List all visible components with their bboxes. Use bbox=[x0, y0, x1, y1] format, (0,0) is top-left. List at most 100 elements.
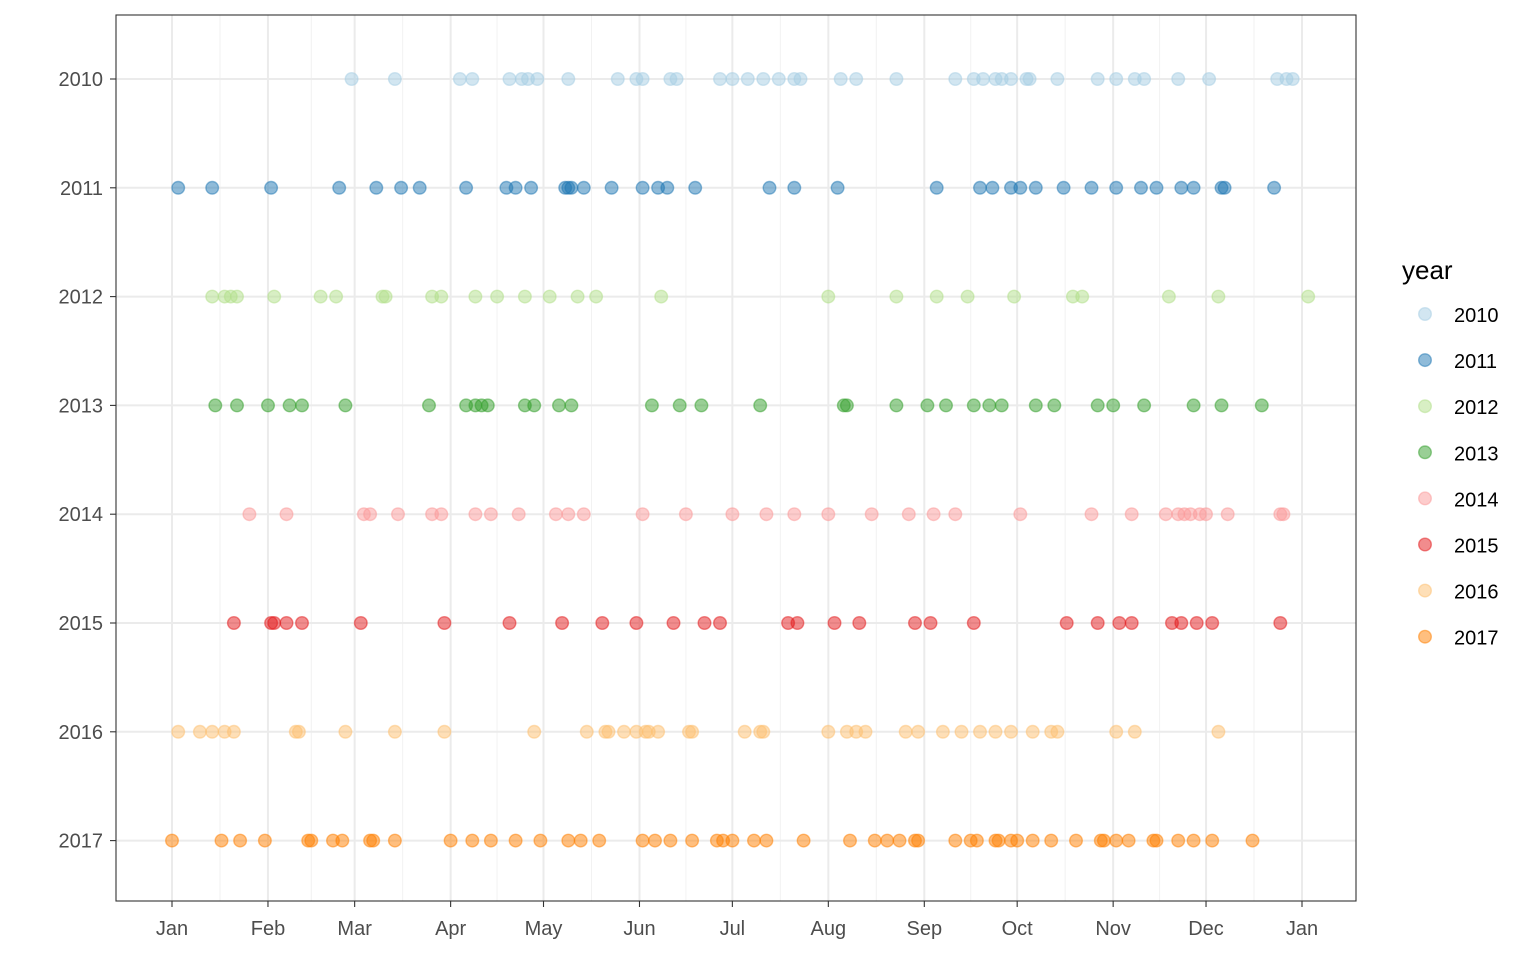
data-point-2010 bbox=[635, 71, 650, 86]
legend-key-2017 bbox=[1417, 629, 1432, 644]
legend-key-2016 bbox=[1417, 583, 1432, 598]
data-point-2017 bbox=[843, 833, 858, 848]
data-point-2011 bbox=[660, 180, 675, 195]
data-point-2016 bbox=[651, 724, 666, 739]
data-point-2013 bbox=[672, 398, 687, 413]
data-point-2011 bbox=[1149, 180, 1164, 195]
data-point-2014 bbox=[1276, 507, 1291, 522]
legend: year 2010 2011 2012 2013 2014 2015 2016 2017 bbox=[1402, 255, 1499, 650]
data-point-2015 bbox=[267, 616, 282, 631]
data-point-2011 bbox=[205, 180, 220, 195]
data-point-2010 bbox=[1285, 71, 1300, 86]
y-tick-label: 2012 bbox=[59, 287, 104, 309]
data-point-2017 bbox=[892, 833, 907, 848]
data-point-2014 bbox=[561, 507, 576, 522]
data-point-2017 bbox=[508, 833, 523, 848]
data-point-2011 bbox=[635, 180, 650, 195]
data-point-2014 bbox=[759, 507, 774, 522]
data-point-2017 bbox=[366, 833, 381, 848]
data-point-2011 bbox=[1013, 180, 1028, 195]
data-point-2011 bbox=[604, 180, 619, 195]
data-point-2016 bbox=[1109, 724, 1124, 739]
data-point-2016 bbox=[898, 724, 913, 739]
data-point-2013 bbox=[1090, 398, 1105, 413]
data-point-2017 bbox=[1149, 833, 1164, 848]
data-point-2017 bbox=[1171, 833, 1186, 848]
axes: Jan Feb Mar Apr May Jun Jul Aug Sep Oct Nov Dec Jan 2… bbox=[59, 69, 1319, 940]
data-point-2014 bbox=[948, 507, 963, 522]
data-point-2013 bbox=[920, 398, 935, 413]
data-point-2015 bbox=[1273, 616, 1288, 631]
legend-key-2010 bbox=[1417, 307, 1432, 322]
data-point-2015 bbox=[827, 616, 842, 631]
data-point-2011 bbox=[332, 180, 347, 195]
data-point-2017 bbox=[573, 833, 588, 848]
data-point-2010 bbox=[725, 71, 740, 86]
data-point-2017 bbox=[1025, 833, 1040, 848]
data-point-2013 bbox=[338, 398, 353, 413]
data-point-2010 bbox=[976, 71, 991, 86]
data-point-2017 bbox=[1245, 833, 1260, 848]
data-point-2015 bbox=[629, 616, 644, 631]
data-point-2016 bbox=[973, 724, 988, 739]
data-point-2017 bbox=[304, 833, 319, 848]
data-point-2010 bbox=[1004, 71, 1019, 86]
data-point-2011 bbox=[171, 180, 186, 195]
x-tick-label: Mar bbox=[337, 918, 372, 940]
data-point-2014 bbox=[279, 507, 294, 522]
data-point-2013 bbox=[644, 398, 659, 413]
data-point-2016 bbox=[338, 724, 353, 739]
data-point-2012 bbox=[570, 289, 585, 304]
data-point-2012 bbox=[468, 289, 483, 304]
x-tick-label: Jan bbox=[1286, 918, 1318, 940]
data-point-2016 bbox=[387, 724, 402, 739]
data-point-2011 bbox=[787, 180, 802, 195]
data-point-2017 bbox=[663, 833, 678, 848]
data-point-2017 bbox=[533, 833, 548, 848]
data-point-2011 bbox=[508, 180, 523, 195]
data-point-2011 bbox=[412, 180, 427, 195]
legend-label-2016: 2016 bbox=[1454, 582, 1499, 604]
data-point-2017 bbox=[1205, 833, 1220, 848]
data-point-2010 bbox=[849, 71, 864, 86]
data-point-2012 bbox=[490, 289, 505, 304]
data-point-2017 bbox=[465, 833, 480, 848]
data-point-2014 bbox=[725, 507, 740, 522]
data-point-2017 bbox=[725, 833, 740, 848]
data-point-2013 bbox=[1028, 398, 1043, 413]
data-point-2012 bbox=[1007, 289, 1022, 304]
legend-label-2015: 2015 bbox=[1454, 536, 1499, 558]
data-point-2014 bbox=[1198, 507, 1213, 522]
x-tick-label: Nov bbox=[1095, 918, 1131, 940]
data-point-2010 bbox=[740, 71, 755, 86]
data-point-2017 bbox=[991, 833, 1006, 848]
data-point-2012 bbox=[329, 289, 344, 304]
data-point-2015 bbox=[295, 616, 310, 631]
data-point-2012 bbox=[542, 289, 557, 304]
x-tick-label: Jan bbox=[156, 918, 188, 940]
data-point-2017 bbox=[1010, 833, 1025, 848]
data-point-2010 bbox=[1137, 71, 1152, 86]
x-tick-label: Aug bbox=[811, 918, 847, 940]
y-tick-label: 2016 bbox=[59, 722, 104, 744]
data-point-2014 bbox=[1220, 507, 1235, 522]
data-point-2011 bbox=[929, 180, 944, 195]
data-point-2017 bbox=[1068, 833, 1083, 848]
data-point-2017 bbox=[1096, 833, 1111, 848]
data-point-2015 bbox=[966, 616, 981, 631]
data-point-2011 bbox=[394, 180, 409, 195]
data-point-2016 bbox=[737, 724, 752, 739]
data-point-2013 bbox=[1106, 398, 1121, 413]
data-point-2013 bbox=[282, 398, 297, 413]
data-point-2011 bbox=[985, 180, 1000, 195]
legend-label-2011: 2011 bbox=[1454, 351, 1497, 373]
data-point-2013 bbox=[1137, 398, 1152, 413]
data-point-2014 bbox=[511, 507, 526, 522]
data-point-2016 bbox=[756, 724, 771, 739]
data-point-2011 bbox=[688, 180, 703, 195]
data-point-2014 bbox=[901, 507, 916, 522]
legend-title: year bbox=[1402, 255, 1453, 285]
data-point-2013 bbox=[480, 398, 495, 413]
data-point-2014 bbox=[635, 507, 650, 522]
